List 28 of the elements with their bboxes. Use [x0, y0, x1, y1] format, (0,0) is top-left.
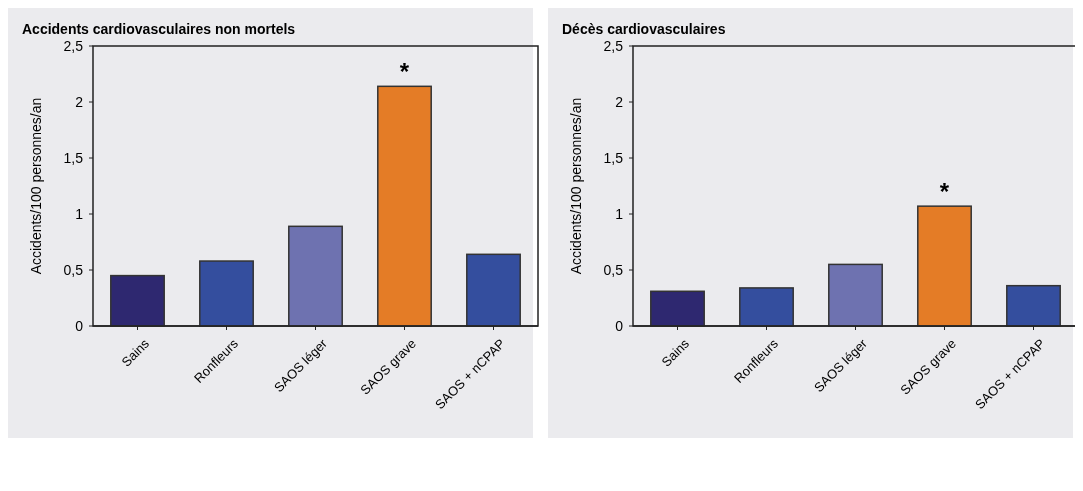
- y-tick-label: 1,5: [63, 149, 84, 166]
- bar: [466, 253, 521, 327]
- bar: [917, 205, 972, 327]
- bar: [377, 85, 432, 327]
- y-tick-label: 2,5: [603, 37, 624, 54]
- y-tick-label: 1: [75, 205, 84, 222]
- bar: [199, 260, 254, 327]
- y-tick-label: 0: [615, 317, 624, 334]
- y-tick-label: 1: [615, 205, 624, 222]
- chart-title: Décès cardiovasculaires: [562, 21, 726, 37]
- y-tick-label: 0,5: [603, 261, 624, 278]
- y-tick-label: 2: [75, 93, 84, 110]
- bar: [650, 290, 705, 327]
- annotation: *: [399, 58, 410, 86]
- bar: [110, 274, 165, 327]
- bar: [739, 287, 794, 327]
- y-axis-title: Accidents/100 personnes/an: [568, 97, 584, 275]
- y-tick-label: 2: [615, 93, 624, 110]
- annotation: *: [939, 178, 950, 206]
- chart-title: Accidents cardiovasculaires non mortels: [22, 21, 296, 37]
- y-axis-title: Accidents/100 personnes/an: [28, 97, 44, 275]
- y-tick-label: 2,5: [63, 37, 84, 54]
- y-tick-label: 0,5: [63, 261, 84, 278]
- y-tick-label: 1,5: [603, 149, 624, 166]
- bar: [1006, 284, 1061, 327]
- bar: [288, 225, 343, 327]
- y-tick-label: 0: [75, 317, 84, 334]
- bar: [828, 263, 883, 327]
